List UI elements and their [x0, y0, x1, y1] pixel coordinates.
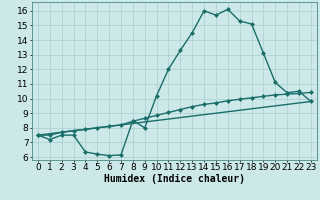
X-axis label: Humidex (Indice chaleur): Humidex (Indice chaleur)	[104, 174, 245, 184]
